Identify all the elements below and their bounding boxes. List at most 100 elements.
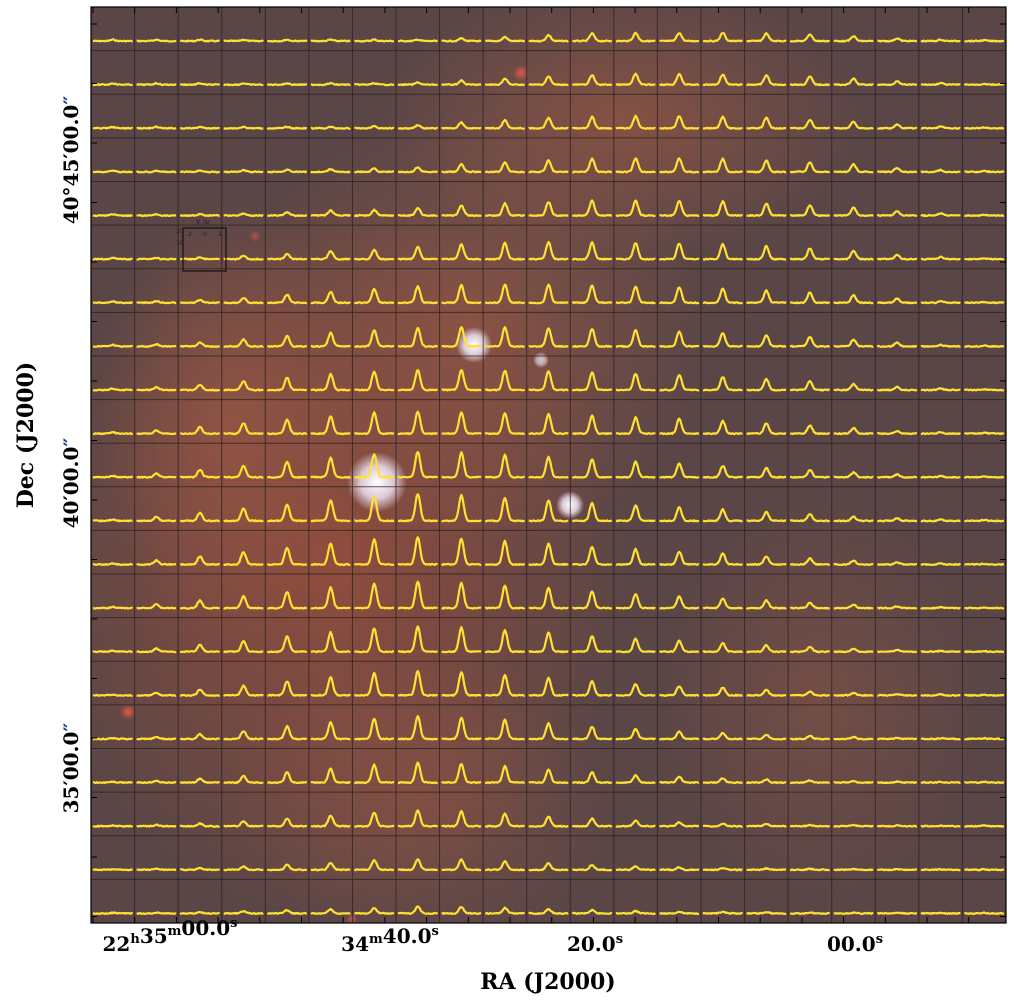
spectrum-line [571,328,613,348]
spectrum-line [615,373,656,392]
spectrum-line [267,635,308,654]
spectrum-line [267,293,307,305]
axis-ticks [91,7,1006,923]
x-tick-label: 00.0s [827,932,883,956]
spectrum-line [397,670,438,697]
inset-key-label: 20 [176,228,184,235]
spectrum-line [397,905,439,915]
spectrum-line [963,388,1005,392]
spectrum-line [789,424,831,436]
spectrum-line [702,73,743,87]
spectrum-line [745,644,787,654]
spectrum-line [397,285,439,305]
spectrum-line [266,724,308,741]
y-tick-labels: 40°45′00.0″ 40′00.0″ 35′00.0″ [59,96,83,814]
spectrum-line [397,38,439,43]
spectrum-line [745,778,787,785]
spectrum-line [746,32,787,43]
spectrum-line [964,693,1005,697]
inset-key-label: 2 [218,231,222,238]
spectrum-line [571,864,613,872]
spectrum-line [572,679,613,697]
spectrum-line [963,82,1005,87]
spectrum-line [179,212,220,217]
spectrum-line [266,546,308,566]
y-tick-label: 40°45′00.0″ [59,96,83,225]
spectrum-line [484,539,526,566]
spectrum-line [745,598,787,610]
spectrum-line [223,168,264,174]
spectrum-line [354,627,395,654]
spectrum-line [528,33,569,43]
spectrum-line [266,908,308,915]
spectrum-line [877,297,918,305]
spectrum-line [833,823,874,828]
spectrum-line [484,453,525,479]
spectrum-line [702,910,744,915]
spectrum-line [833,647,874,654]
spectrum-line [615,199,656,218]
spectrum-line [571,908,613,915]
spectrum-line [136,823,177,828]
spectrum-line [484,369,526,392]
spectrum-line [397,625,438,654]
spectrum-line [223,422,264,436]
spectrum-line [746,244,787,261]
spectrum-line [833,382,874,392]
spectrum-line [876,166,918,174]
spectrum-line [572,157,613,174]
x-tick-label: 20.0s [567,932,623,956]
inset-key-label: 0 [203,231,207,238]
spectrum-line [179,777,220,784]
spectrum-line [528,201,569,217]
spectrum-line [354,582,395,610]
spectrum-line [789,204,831,218]
spectrum-line [833,249,875,261]
spectrum-line [659,639,700,654]
spectrum-line [964,606,1005,610]
spectrum-line [353,859,395,872]
spectrum-line [136,213,177,218]
spectrum-line [702,777,744,785]
spectrum-line [963,475,1005,479]
spectrum-line [702,731,744,741]
spectrum-line [659,595,700,610]
spectrum-line [354,495,395,523]
x-tick-label: 22h35m00.0s [103,916,238,956]
spectrum-line [833,867,874,872]
spectrum-line [833,162,874,174]
spectrum-line [179,169,220,174]
spectrum-line [833,471,874,479]
spectrum-line [136,646,177,654]
spectrum-line [571,458,613,479]
spectrum-line [310,907,351,915]
spectrum-line [267,168,308,174]
spectrum-line [659,550,700,566]
spectrum-line [223,730,264,741]
spectrum-line [267,503,308,523]
spectrum-line [484,77,525,87]
spectrum-line [484,118,526,130]
spectrum-line [354,538,395,566]
spectrum-line [658,506,700,523]
spectrum-line [92,868,134,872]
spectrum-line [397,81,438,87]
spectrum-line [702,508,743,523]
spectrum-line [833,120,874,130]
plot-area: 20 10-2 0 2 V_lsr [90,6,1007,924]
spectrum-line [789,911,831,915]
spectrum-line [310,167,351,174]
spectrum-line [833,735,874,741]
spectrum-line [920,911,961,915]
spectrum-line [615,460,656,479]
spectrum-line [963,780,1005,785]
spectrum-line [92,38,134,43]
spectrum-line [964,649,1005,654]
spectrum-line [746,466,787,479]
spectrum-line [528,159,569,174]
spectrum-line [354,811,395,828]
spectrum-line [397,536,439,566]
spectrum-line [702,867,743,872]
spectrum-line [223,865,264,872]
spectrum-line [746,866,787,872]
